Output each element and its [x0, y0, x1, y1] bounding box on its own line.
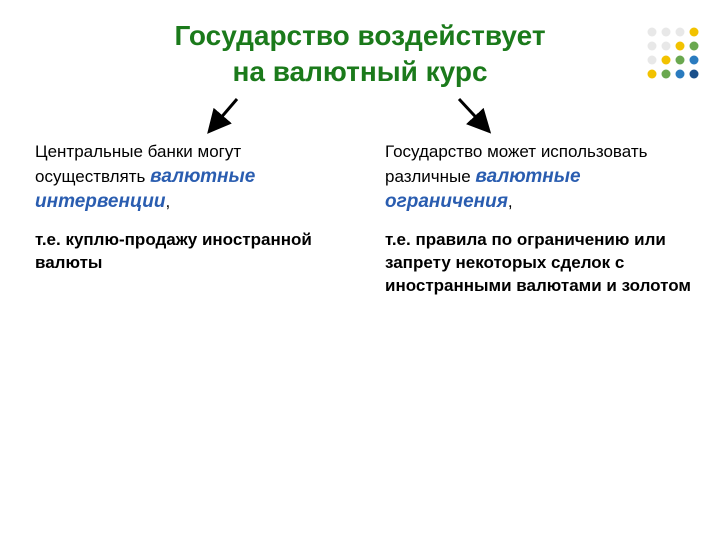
arrows-container: [0, 91, 720, 141]
slide-title: Государство воздействует на валютный кур…: [0, 0, 720, 91]
right-col-paragraph-1: Государство может использовать различные…: [385, 141, 700, 215]
title-line2: на валютный курс: [232, 56, 487, 87]
decorative-dots-icon: [644, 24, 704, 84]
left-column: Центральные банки могут осуществлять вал…: [35, 141, 350, 312]
right-column: Государство может использовать различные…: [385, 141, 700, 312]
left-p1-suffix: ,: [165, 192, 170, 211]
title-line1: Государство воздействует: [174, 20, 545, 51]
left-col-paragraph-1: Центральные банки могут осуществлять вал…: [35, 141, 350, 215]
left-col-paragraph-2: т.е. куплю-продажу иностранной валюты: [35, 229, 350, 275]
right-p1-suffix: ,: [508, 192, 513, 211]
right-col-paragraph-2: т.е. правила по ограничению или запрету …: [385, 229, 700, 298]
arrow-down-right-icon: [455, 97, 495, 137]
content-columns: Центральные банки могут осуществлять вал…: [0, 141, 720, 312]
arrow-down-left-icon: [205, 97, 245, 137]
